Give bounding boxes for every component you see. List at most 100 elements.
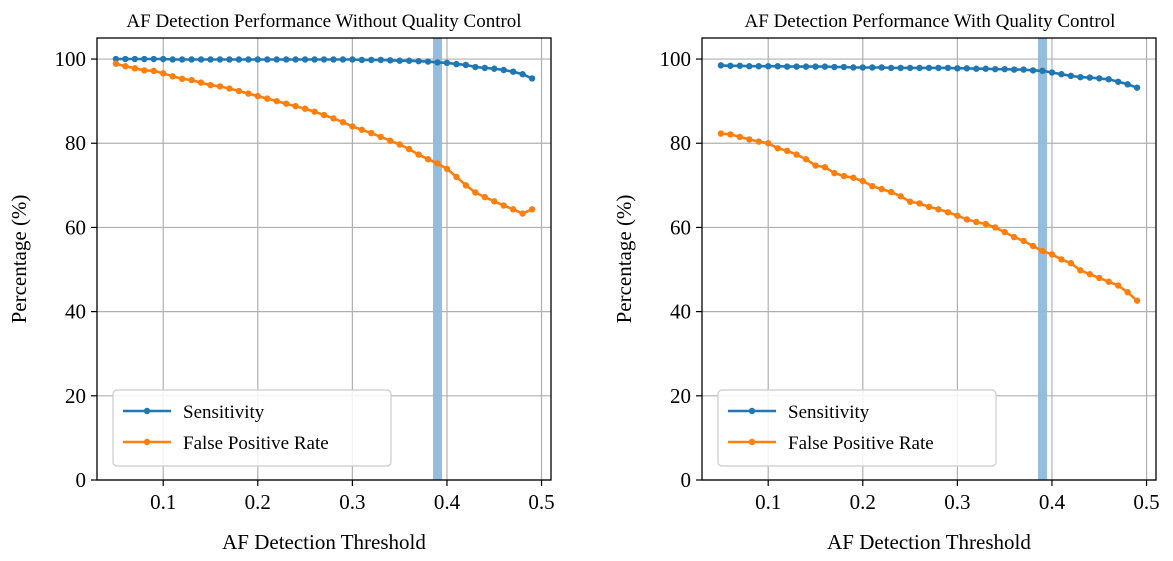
legend-label: Sensitivity [788,402,870,423]
x-tick-label: 0.3 [944,490,970,514]
data-point [387,137,394,144]
data-point [1039,67,1046,75]
data-point [755,63,762,70]
data-point [472,189,479,196]
data-point [254,92,261,100]
legend: Sensitivity False Positive Rate [717,389,997,467]
data-point [1133,84,1141,91]
y-tick-label: 100 [660,47,692,71]
x-tick-label: 0.4 [1039,490,1066,514]
data-point [415,151,422,158]
data-point [292,56,299,63]
data-point [982,65,989,72]
data-point [273,56,280,63]
data-point [1124,289,1131,296]
y-axis-label: Percentage (%) [612,195,636,324]
y-axis-label: Percentage (%) [7,195,31,324]
data-point [197,79,205,86]
data-point [207,81,214,89]
x-axis-label: AF Detection Threshold [827,530,1031,554]
data-point [821,63,829,70]
data-point [1133,297,1141,304]
data-point [859,177,866,185]
data-point [178,75,186,83]
data-point [859,64,866,71]
data-point [443,165,451,173]
data-point [812,63,819,70]
data-point [925,203,933,211]
data-point [1086,270,1093,278]
data-point [500,202,507,209]
x-axis-label: AF Detection Threshold [222,530,426,554]
legend-box [717,389,997,467]
data-point [1067,72,1075,80]
data-point [415,57,422,65]
data-point [235,87,243,95]
chart-panel-1: 0.1 0.2 0.3 0.4 0.5 0 20 40 60 80 100 AF Detection … [7,11,555,554]
data-point [434,160,441,167]
data-point [453,173,460,181]
data-point [869,64,876,71]
data-point [245,56,252,63]
x-tick-label: 0.5 [1133,490,1159,514]
data-point [727,131,734,138]
data-point [973,65,980,72]
data-point [245,90,252,97]
series-false-positive-rate [717,130,1141,304]
data-point [481,193,488,201]
data-point [226,85,233,92]
data-point [1096,274,1103,282]
data-point [1067,260,1075,267]
data-point [887,188,895,196]
y-tick-label: 40 [65,300,86,324]
data-point [717,130,725,137]
data-point [973,218,980,226]
data-point [424,156,432,163]
data-point [746,63,753,70]
data-point [339,118,347,126]
data-point [273,97,280,105]
data-point [377,133,384,141]
data-point [301,56,309,63]
data-point [330,115,337,122]
data-point [330,56,337,63]
data-point [311,56,318,63]
data-point [491,198,498,205]
data-point [216,56,224,63]
threshold-line [433,38,442,480]
data-point [916,64,923,72]
data-point [509,206,517,213]
data-point [831,63,838,71]
data-point [150,67,157,75]
legend-marker [748,438,756,446]
data-point [906,64,914,72]
data-point [765,63,772,70]
data-point [434,59,441,66]
data-point [783,147,791,155]
data-point [500,66,507,74]
x-tick-label: 0.4 [434,490,461,514]
data-point [831,169,838,177]
threshold-line [1038,38,1047,480]
data-point [131,55,139,63]
data-point [282,100,290,107]
data-point [368,56,375,64]
data-point [925,64,933,72]
data-point [311,108,318,115]
data-point [424,58,432,65]
y-tick-label: 80 [65,131,86,155]
legend-label: False Positive Rate [788,433,934,454]
data-point [783,63,791,70]
legend-marker [748,407,756,415]
x-tick-label: 0.3 [339,490,365,514]
chart-title: AF Detection Performance With Quality Co… [745,11,1116,32]
data-point [802,156,810,163]
data-point [443,59,451,67]
data-point [897,193,904,200]
data-point [150,55,157,63]
data-point [1029,67,1037,74]
data-point [850,64,857,71]
plot-frame [701,37,1157,481]
